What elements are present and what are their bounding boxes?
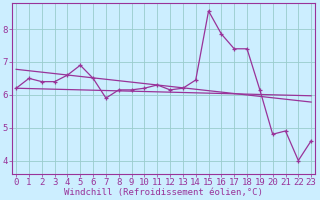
X-axis label: Windchill (Refroidissement éolien,°C): Windchill (Refroidissement éolien,°C) — [64, 188, 263, 197]
